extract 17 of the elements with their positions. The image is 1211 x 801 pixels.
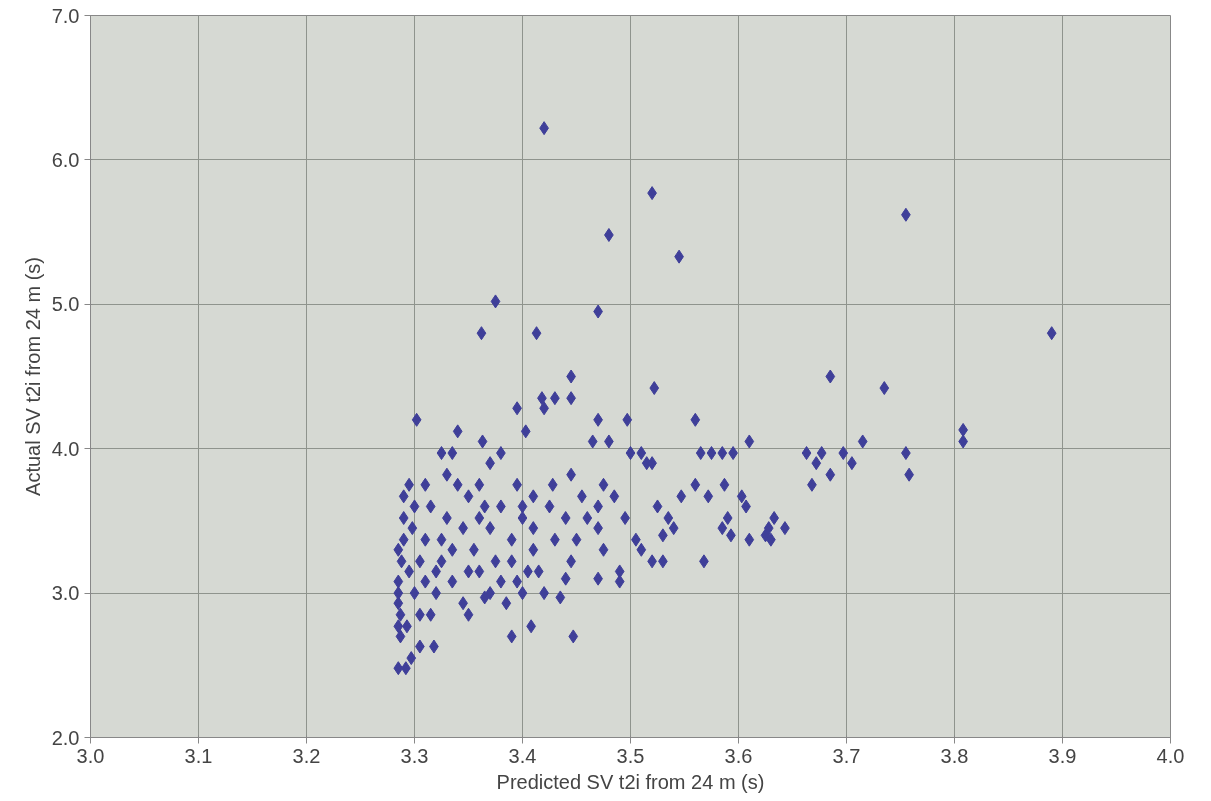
x-tick-label: 3.2 [292,744,321,767]
x-tick-label: 3.1 [184,744,213,767]
y-axis-title: Actual SV t2i from 24 m (s) [21,257,44,496]
x-tick-label: 3.7 [832,744,861,767]
x-tick-label: 3.8 [940,744,969,767]
x-axis-title: Predicted SV t2i from 24 m (s) [496,770,765,793]
x-tick-label: 3.5 [616,744,645,767]
y-tick-label: 5.0 [51,293,80,316]
x-tick-label: 3.9 [1048,744,1077,767]
x-tick-label: 3.4 [508,744,537,767]
x-tick-label: 3.3 [400,744,429,767]
y-tick-label: 7.0 [51,4,80,27]
x-tick-label: 3.6 [724,744,753,767]
y-tick-label: 6.0 [51,148,80,171]
y-tick-label: 4.0 [51,437,80,460]
x-tick-label: 4.0 [1156,744,1185,767]
y-tick-label: 3.0 [51,582,80,605]
